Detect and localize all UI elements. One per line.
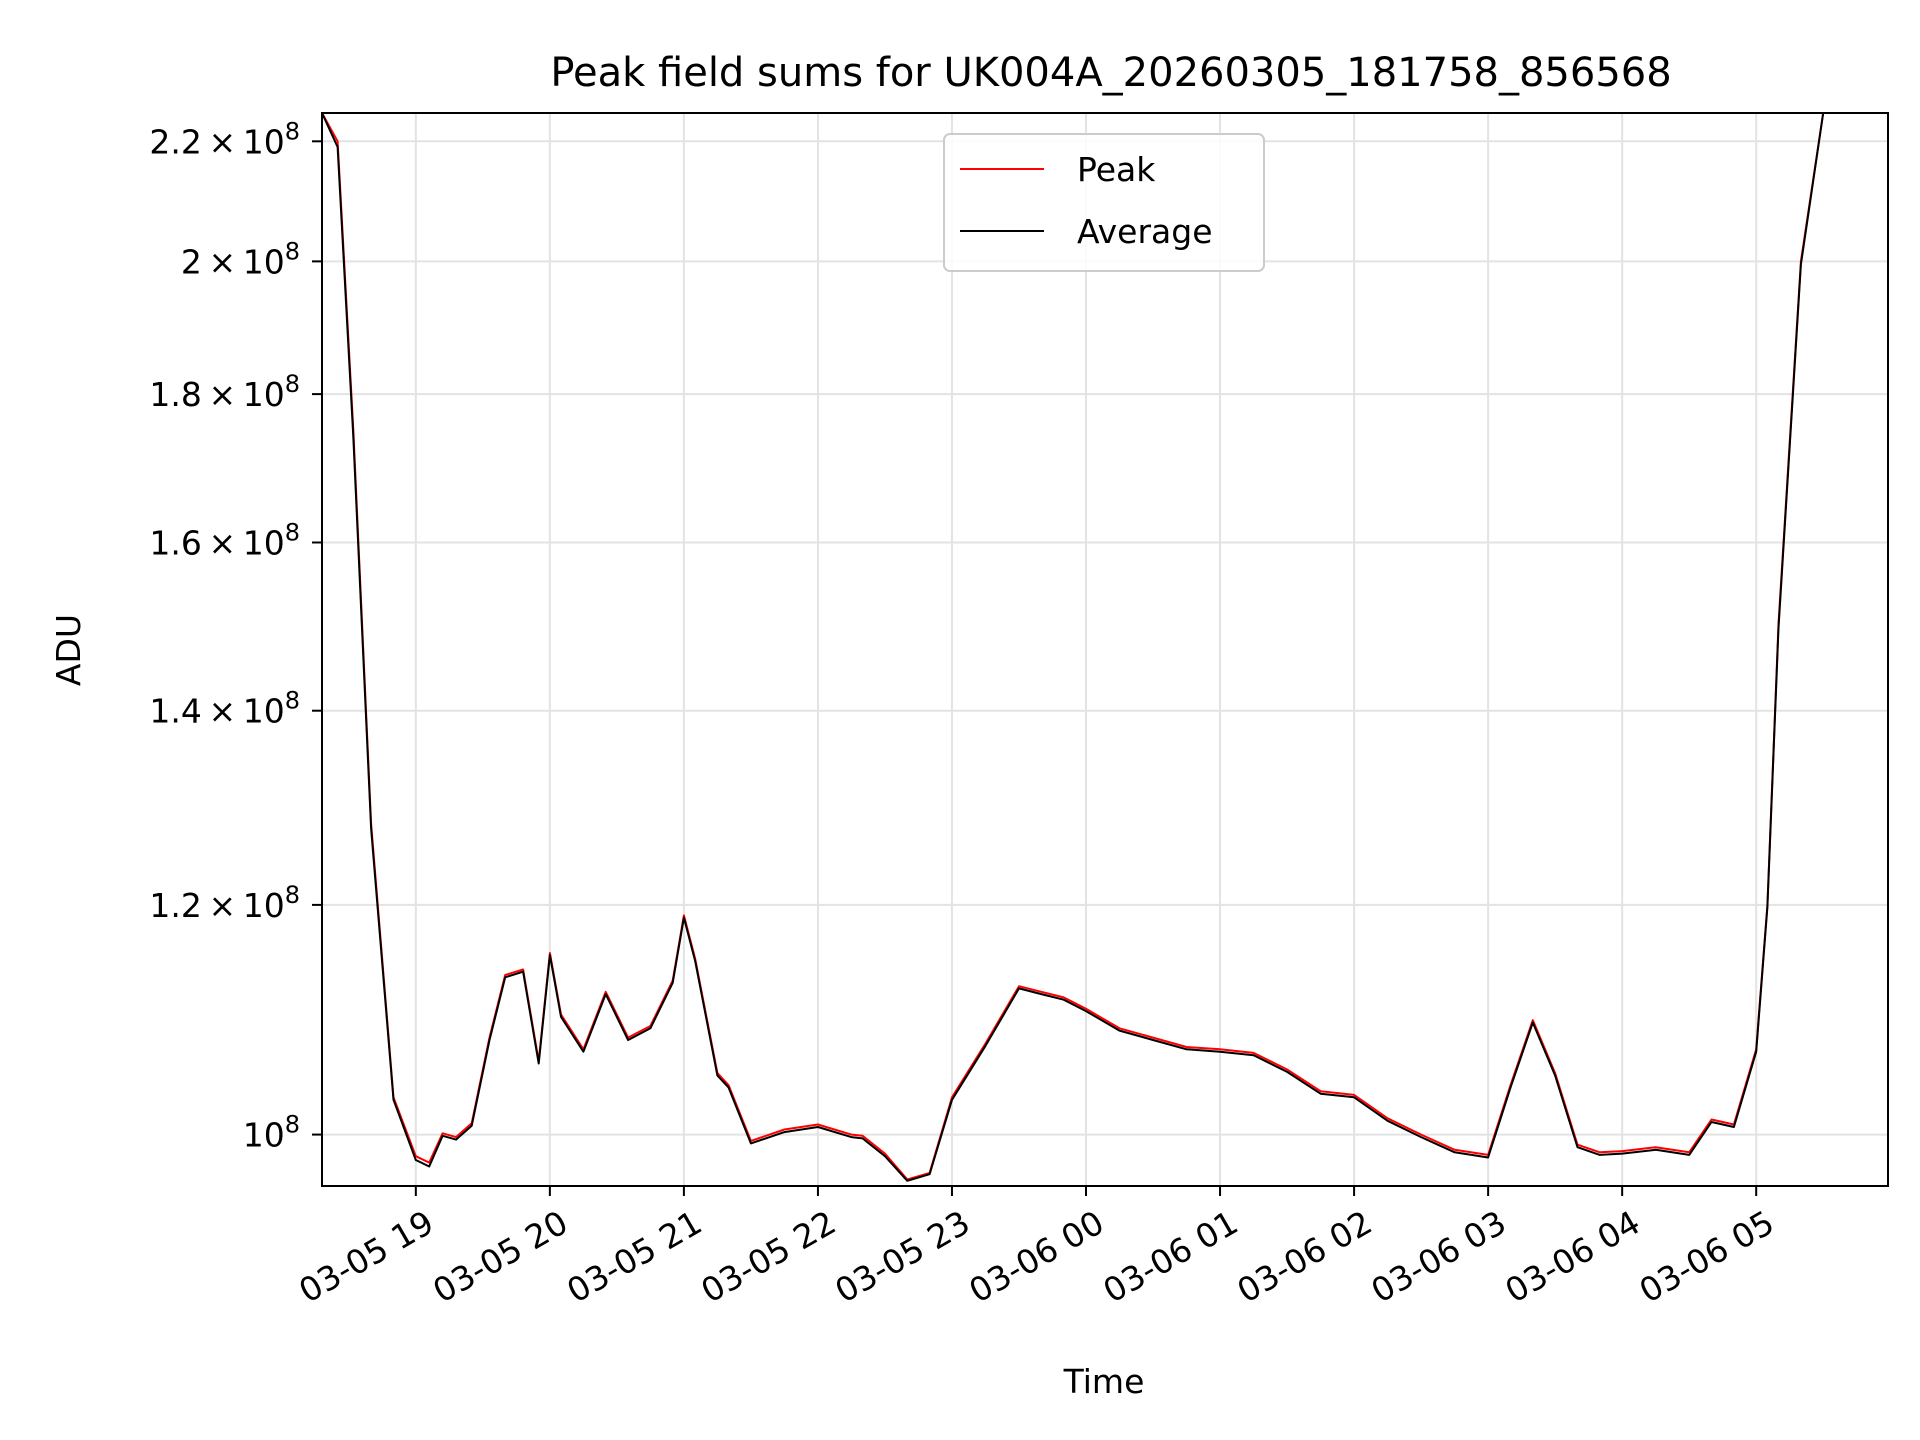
y-tick-label: 1.6 × 108: [149, 518, 300, 562]
y-tick-label: 2.2 × 108: [149, 117, 300, 161]
x-axis-label: Time: [1063, 1362, 1145, 1401]
chart-title: Peak field sums for UK004A_20260305_1817…: [550, 50, 1671, 96]
y-tick-label: 1.2 × 108: [149, 881, 300, 925]
series-line-average: [322, 113, 1888, 1182]
legend-label-peak: Peak: [1077, 150, 1156, 189]
legend: Peak Average: [943, 133, 1265, 272]
y-tick-label: 2 × 108: [181, 237, 300, 281]
y-axis: 108 1.2 × 108 1.4 × 108 1.6 × 108 1.8 × 108 2…: [149, 117, 322, 1155]
legend-label-average: Average: [1077, 212, 1213, 251]
y-tick-label: 1.4 × 108: [149, 687, 300, 731]
series-layer: [322, 113, 1888, 1182]
series-line-peak: [322, 113, 1888, 1181]
grid: [322, 113, 1888, 1186]
plot-frame: [321, 112, 1889, 1187]
y-tick-label: 108: [243, 1111, 300, 1155]
y-axis-label: ADU: [49, 614, 88, 686]
y-tick-label: 1.8 × 108: [149, 370, 300, 414]
